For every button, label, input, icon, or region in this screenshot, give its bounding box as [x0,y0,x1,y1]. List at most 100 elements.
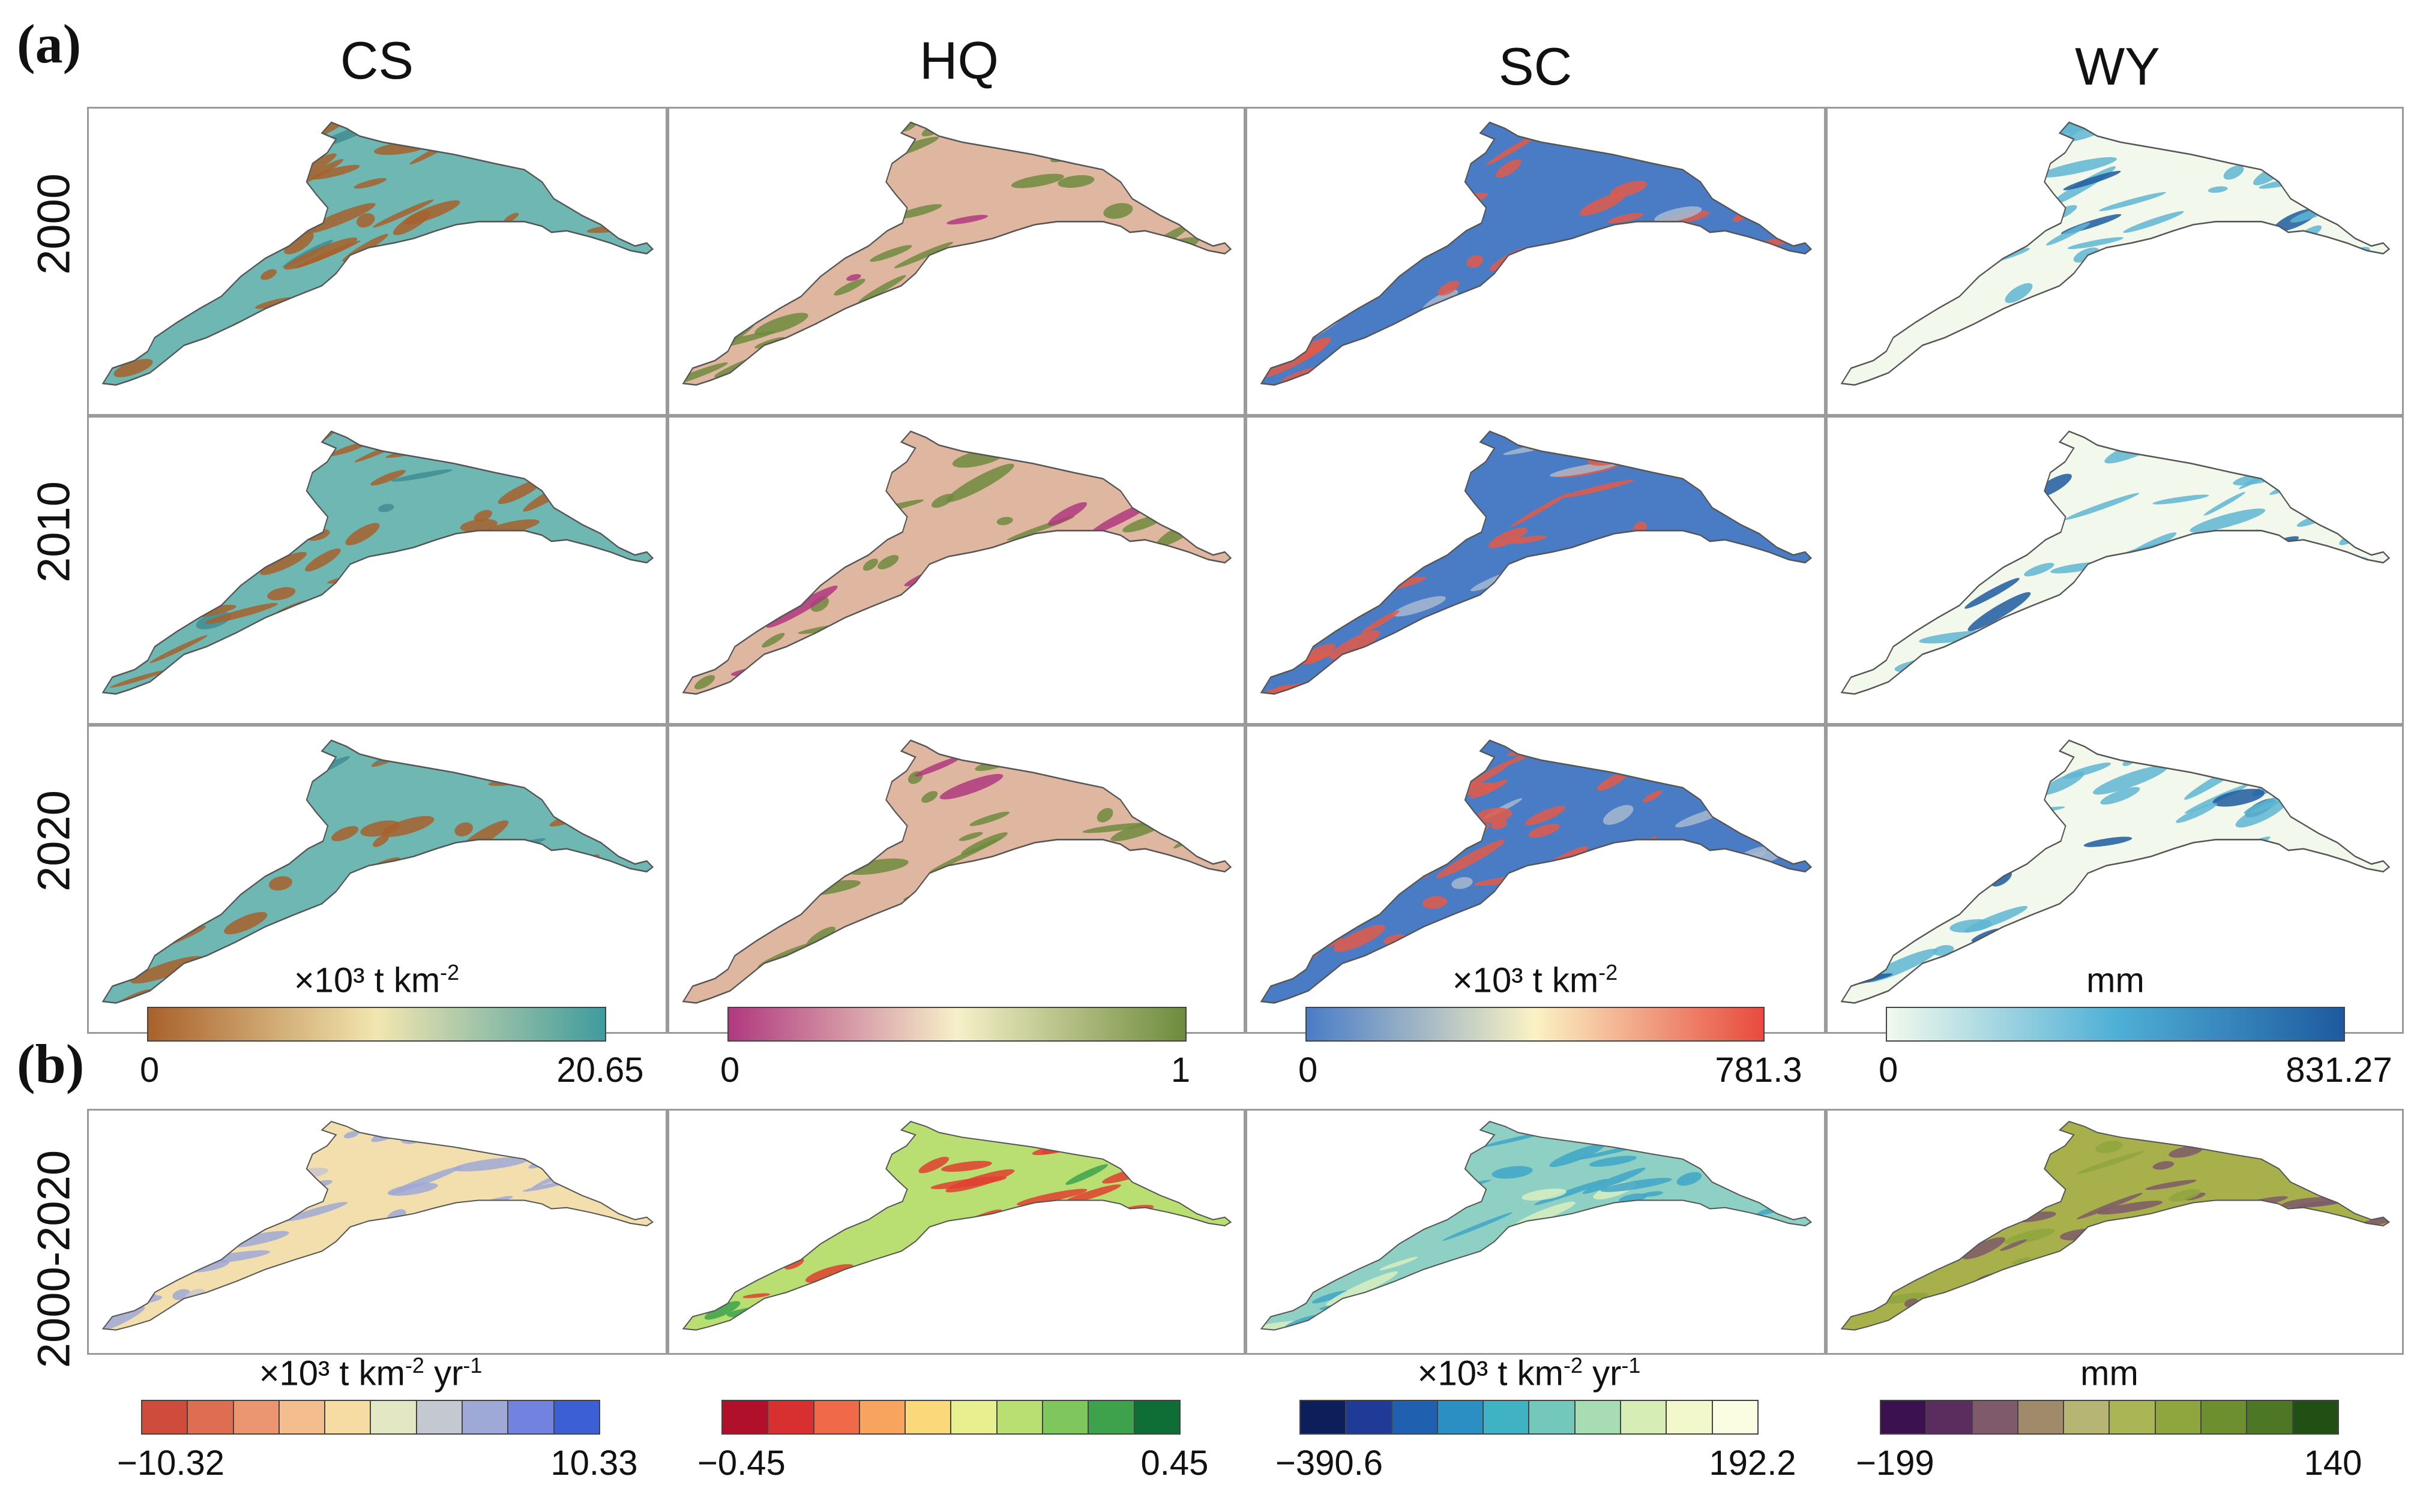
colorbar-b-swatch-1-4 [906,1401,952,1433]
map-sc-2000-map [1260,121,1812,386]
colorbar-b-swatch-2-4 [1484,1401,1530,1433]
colorbar-b-max-3: 140 [2304,1444,2362,1483]
colorbar-b-swatch-1-8 [1089,1401,1135,1433]
colorbar-b-min-0: −10.32 [117,1444,225,1483]
colorbar-b-title-3: mm [2080,1354,2139,1393]
map-hq-change-map [682,1121,1232,1331]
colorbar-b-swatch-0-9 [554,1401,599,1433]
map-wy-2020-map [1841,739,2390,1004]
colorbar-b-max-1: 0.45 [1140,1444,1209,1483]
colorbar-b-swatch-0-2 [233,1401,280,1433]
colorbar-a-min-2: 0 [1298,1051,1318,1090]
colorbar-b-swatch-2-5 [1529,1401,1576,1433]
map-hq-2010-map [682,430,1232,695]
colorbar-b-swatch-0-7 [463,1401,509,1433]
map-cs-2010-map [102,430,654,695]
colorbar-b-swatch-0-5 [371,1401,417,1433]
map-wy-2010 [1826,416,2404,725]
colorbar-b-swatch-0-4 [325,1401,372,1433]
colorbar-b-swatch-3-8 [2247,1401,2293,1433]
colorbar-b-swatch-0-8 [508,1401,555,1433]
map-hq-2000 [667,107,1245,416]
colorbar-b-swatch-0-1 [188,1401,234,1433]
map-hq-change [667,1109,1245,1355]
colorbar-b-swatch-2-3 [1437,1401,1484,1433]
colorbar-b-swatch-3-2 [1972,1401,2018,1433]
colorbar-b-swatch-1-6 [997,1401,1044,1433]
colorbar-b-swatch-1-9 [1134,1401,1179,1433]
colorbar-b-swatch-1-7 [1043,1401,1089,1433]
colorbar-b-max-2: 192.2 [1709,1444,1796,1483]
map-sc-2000 [1245,107,1826,416]
colorbar-a-bar-0 [147,1007,606,1042]
colorbar-b-min-2: −390.6 [1275,1444,1383,1483]
colorbar-b-title-2: ×10³ t km-2 yr-1 [1417,1353,1641,1393]
colorbar-a-max-1: 1 [1170,1051,1191,1090]
colorbar-a-bar-2 [1305,1007,1765,1042]
colorbar-b-title-0: ×10³ t km-2 yr-1 [259,1353,483,1393]
colorbar-a-title-0: ×10³ t km-2 [293,960,460,1000]
colorbar-b-bar-0 [141,1400,600,1435]
map-cs-2000-map [102,121,654,386]
column-title-sc: SC [1498,37,1573,96]
colorbar-b-swatch-3-3 [2018,1401,2065,1433]
colorbar-b-swatch-1-3 [859,1401,906,1433]
colorbar-a-bar-1 [727,1007,1187,1042]
colorbar-b-swatch-3-1 [1927,1401,1973,1433]
colorbar-b-swatch-3-4 [2064,1401,2110,1433]
map-wy-change-map [1841,1121,2390,1331]
map-wy-2020 [1826,725,2404,1034]
panel-a-label: (a) [17,13,82,74]
colorbar-b-swatch-2-8 [1667,1401,1713,1433]
column-title-cs: CS [340,31,414,90]
map-cs-2020-map [102,739,654,1004]
colorbar-b-min-3: −199 [1856,1444,1934,1483]
colorbar-b-swatch-2-2 [1392,1401,1438,1433]
column-title-wy: WY [2075,37,2160,96]
colorbar-b-swatch-0-0 [142,1401,188,1433]
row-title-2020: 2020 [28,790,80,892]
colorbar-a-min-0: 0 [140,1051,160,1090]
colorbar-b-swatch-3-7 [2202,1401,2248,1433]
colorbar-b-swatch-3-9 [2293,1401,2338,1433]
map-wy-2010-map [1841,430,2390,695]
colorbar-b-swatch-3-5 [2110,1401,2156,1433]
colorbar-b-swatch-1-5 [951,1401,998,1433]
colorbar-a-max-3: 831.27 [2286,1051,2392,1090]
map-sc-2020-map [1260,739,1812,1004]
map-hq-2020-map [682,739,1232,1004]
colorbar-b-swatch-2-0 [1301,1401,1347,1433]
colorbar-b-swatch-2-9 [1712,1401,1757,1433]
map-sc-change-map [1260,1121,1812,1331]
colorbar-a-max-0: 20.65 [556,1051,644,1090]
map-cs-2000 [87,107,667,416]
map-wy-2000-map [1841,121,2390,386]
map-hq-2010 [667,416,1245,725]
colorbar-b-bar-2 [1299,1400,1759,1435]
colorbar-a-title-3: mm [2086,961,2145,1000]
map-cs-2020 [87,725,667,1034]
map-cs-2010 [87,416,667,725]
colorbar-b-swatch-0-3 [279,1401,326,1433]
row-title-2010: 2010 [28,481,80,583]
colorbar-b-swatch-2-6 [1575,1401,1622,1433]
colorbar-a-min-3: 0 [1879,1051,1898,1090]
map-sc-2010-map [1260,430,1812,695]
colorbar-b-swatch-2-7 [1621,1401,1667,1433]
map-hq-2020 [667,725,1245,1034]
colorbar-b-bar-1 [721,1400,1181,1435]
colorbar-a-title-2: ×10³ t km-2 [1452,960,1618,1000]
colorbar-b-max-0: 10.33 [550,1444,638,1483]
row-title-2000-2020: 2000-2020 [28,1150,80,1369]
row-title-2000: 2000 [28,173,80,275]
panel-b-label: (b) [17,1033,85,1094]
map-sc-2020 [1245,725,1826,1034]
colorbar-b-swatch-3-0 [1881,1401,1927,1433]
colorbar-b-swatch-2-1 [1346,1401,1392,1433]
colorbar-a-max-2: 781.3 [1715,1051,1802,1090]
colorbar-a-min-1: 0 [720,1051,740,1090]
map-sc-2010 [1245,416,1826,725]
colorbar-b-swatch-1-1 [768,1401,814,1433]
map-hq-2000-map [682,121,1232,386]
column-title-hq: HQ [920,31,999,90]
